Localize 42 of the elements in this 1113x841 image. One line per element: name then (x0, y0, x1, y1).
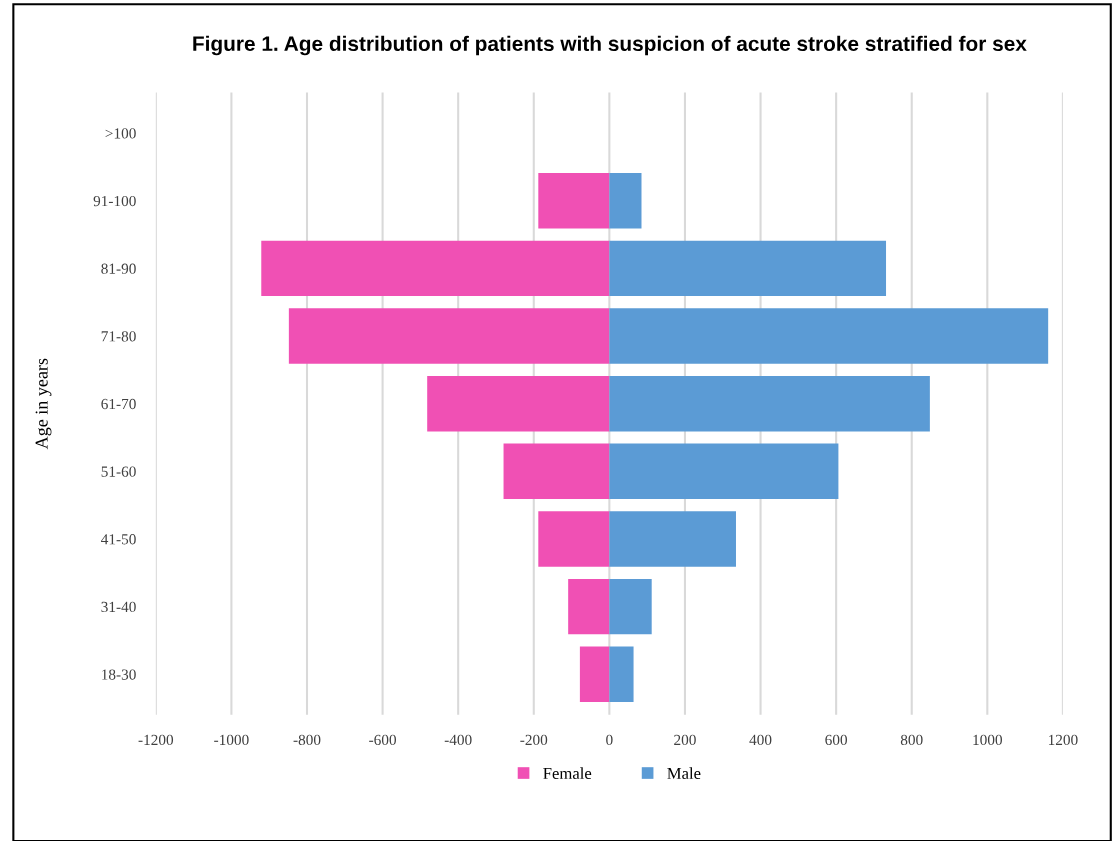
x-tick-label: 800 (900, 734, 923, 746)
bar (609, 308, 1049, 364)
bar (503, 443, 610, 500)
bar (538, 511, 610, 567)
y-tick-label: 71-80 (101, 331, 136, 342)
y-tick-label: >100 (105, 128, 136, 139)
y-tick-label: 31-40 (101, 601, 136, 613)
x-tick-label: 1000 (973, 734, 1003, 746)
bar (609, 443, 839, 500)
bar (609, 173, 642, 229)
chart-title: Figure 1. Age distribution of patients with suspicion of acute stroke stratified for sex (193, 35, 1027, 56)
y-tick-label: 81-90 (101, 263, 136, 274)
bar (288, 308, 610, 364)
bar (609, 646, 634, 702)
x-tick-label: 200 (674, 734, 696, 746)
bar (609, 578, 652, 635)
x-tick-label: -1000 (214, 734, 249, 746)
bar (568, 578, 610, 635)
bar (538, 173, 610, 229)
x-tick-label: -200 (520, 734, 548, 746)
legend-label: Female (543, 767, 592, 780)
y-tick-label: 51-60 (101, 466, 136, 477)
y-axis-title: Age in years (35, 358, 52, 450)
bar (261, 240, 610, 297)
bar (427, 375, 610, 432)
legend-label: Male (667, 767, 701, 780)
bar (609, 240, 887, 297)
x-tick-label: -400 (444, 734, 472, 746)
bar (609, 375, 930, 432)
x-tick-label: -1200 (138, 734, 174, 746)
bar (609, 511, 736, 567)
x-tick-label: 600 (825, 734, 848, 746)
y-tick-label: 41-50 (101, 534, 136, 545)
x-tick-label: 400 (749, 734, 772, 746)
y-tick-label: 61-70 (101, 398, 136, 410)
x-tick-label: 1200 (1048, 734, 1078, 746)
y-tick-label: 18-30 (102, 669, 136, 680)
x-tick-label: -600 (369, 734, 397, 746)
x-tick-label: -800 (293, 734, 321, 746)
x-tick-label: 0 (606, 734, 613, 746)
bar (579, 646, 610, 702)
y-tick-label: 91-100 (93, 195, 136, 207)
